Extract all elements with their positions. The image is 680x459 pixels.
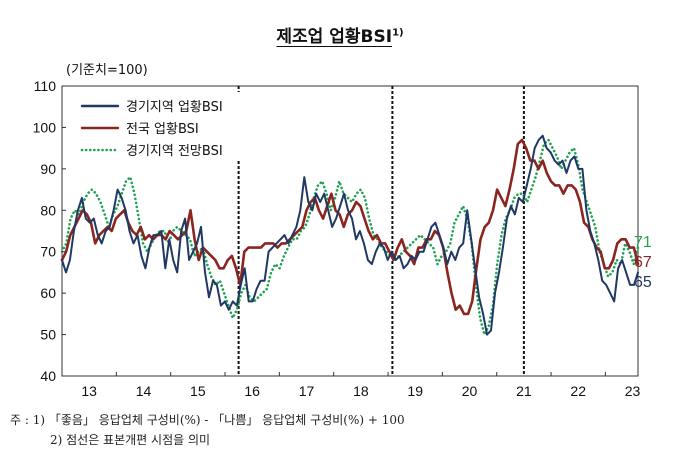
y-tick-label: 50 [40, 327, 56, 343]
y-tick-label: 40 [40, 368, 56, 384]
series-line [61, 134, 639, 336]
y-tick-label: 70 [40, 244, 56, 260]
x-tick-label: 21 [516, 383, 532, 399]
legend-box [74, 92, 268, 160]
y-tick-label: 100 [33, 119, 57, 135]
end-value-label: 67 [634, 254, 652, 271]
end-value-label: 65 [634, 274, 652, 291]
x-tick-label: 19 [407, 383, 423, 399]
x-tick-label: 13 [81, 383, 97, 399]
footnote-1: 주 : 1) 「좋음」 응답업체 구성비(%) - 「나쁨」 응답업체 구성비(… [10, 413, 405, 427]
end-value-label: 71 [634, 234, 652, 251]
y-axis-unit-label: (기준치=100) [66, 63, 148, 78]
legend: 경기지역 업황BSI 전국 업황BSI 경기지역 전망BSI [74, 92, 268, 160]
legend-label: 경기지역 업황BSI [126, 100, 223, 115]
series-line [60, 138, 640, 316]
footnotes: 주 : 1) 「좋음」 응답업체 구성비(%) - 「나쁨」 응답업체 구성비(… [0, 410, 405, 450]
x-tick-label: 15 [190, 383, 206, 399]
y-tick-label: 90 [40, 161, 56, 177]
x-tick-label: 18 [353, 383, 369, 399]
x-tick-label: 16 [244, 383, 260, 399]
legend-label: 경기지역 전망BSI [126, 144, 223, 159]
chart-title: 제조업 업황BSI1) [0, 22, 680, 47]
y-tick-label: 80 [40, 202, 56, 218]
chart-title-text: 제조업 업황BSI [276, 27, 393, 47]
x-tick-label: 22 [570, 383, 586, 399]
plot-frame [61, 85, 639, 377]
footnote-2: 2) 점선은 표본개편 시점을 의미 [50, 433, 211, 447]
x-tick-label: 14 [136, 383, 152, 399]
chart-title-footnote-mark: 1) [392, 27, 404, 39]
legend-label: 전국 업황BSI [126, 122, 199, 137]
line-chart: 40 50 60 70 80 90 100 110 13 14 15 16 17 18 19 20 21 22 23… [33, 78, 652, 399]
x-tick-label: 20 [462, 383, 478, 399]
y-tick-label: 60 [40, 285, 56, 301]
x-tick-label: 23 [625, 383, 641, 399]
x-tick-label: 17 [299, 383, 315, 399]
y-tick-label: 110 [34, 78, 57, 94]
